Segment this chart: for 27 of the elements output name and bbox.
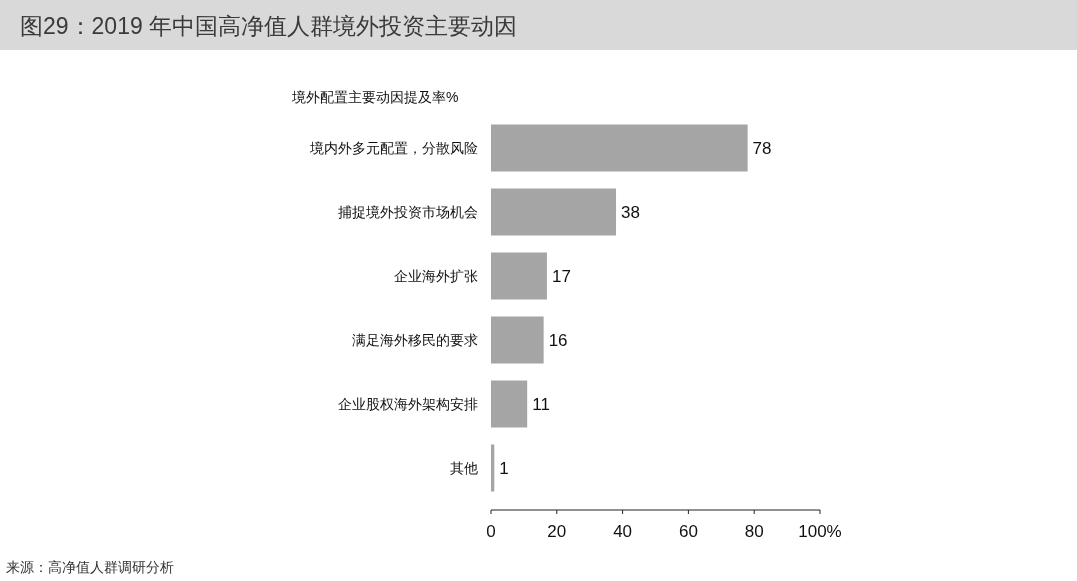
data-label: 16 xyxy=(548,331,568,350)
data-label: 38 xyxy=(621,203,640,222)
y-tick-label: 捕捉境外投资市场机会 xyxy=(338,204,478,220)
x-tick-label: 40 xyxy=(613,522,633,541)
y-tick-label: 境内外多元配置，分散风险 xyxy=(309,140,478,156)
bar xyxy=(491,124,748,172)
bar xyxy=(491,316,544,364)
data-label: 11 xyxy=(532,395,550,414)
y-tick-label: 企业股权海外架构安排 xyxy=(338,396,478,412)
y-tick-label: 其他 xyxy=(450,460,478,476)
data-label: 78 xyxy=(752,139,772,158)
bar xyxy=(491,380,528,428)
y-tick-label: 满足海外移民的要求 xyxy=(352,332,478,348)
bar xyxy=(491,444,495,492)
data-label: 1 xyxy=(499,459,509,478)
x-tick-label: 20 xyxy=(547,522,567,541)
text: 图29：2019 年中国高净值人群境外投资主要动因 xyxy=(20,13,518,39)
x-axis-title: 境外配置主要动因提及率% xyxy=(291,89,459,105)
x-tick-label: 80 xyxy=(744,522,764,541)
bar xyxy=(491,252,547,300)
data-label: 17 xyxy=(551,267,571,286)
x-tick-label: 0 xyxy=(486,522,496,541)
y-tick-label: 企业海外扩张 xyxy=(394,268,478,284)
bar xyxy=(491,188,617,236)
x-tick-label: 60 xyxy=(678,522,698,541)
x-tick-label: 100% xyxy=(798,522,842,541)
source-note: 来源：高净值人群调研分析 xyxy=(6,559,174,575)
